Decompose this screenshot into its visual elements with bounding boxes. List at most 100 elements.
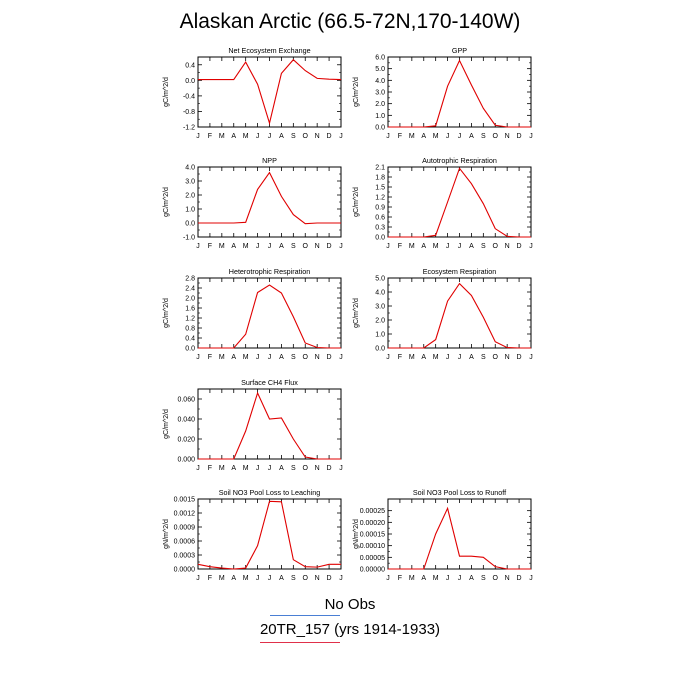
x-tick-label: N <box>505 575 510 582</box>
x-tick-label: J <box>529 243 533 250</box>
x-tick-label: A <box>469 133 474 140</box>
x-tick-label: J <box>256 133 260 140</box>
series-line-1 <box>388 59 531 128</box>
x-tick-label: J <box>386 243 390 250</box>
y-tick-label: 0.020 <box>177 437 195 444</box>
x-tick-label: A <box>469 243 474 250</box>
x-tick-label: S <box>481 133 486 140</box>
y-tick-label: 0.4 <box>185 336 195 343</box>
x-tick-label: M <box>433 354 439 361</box>
x-tick-label: A <box>231 575 236 582</box>
y-tick-label: 1.5 <box>375 185 385 192</box>
y-tick-label: -1.0 <box>183 235 195 242</box>
x-tick-label: F <box>398 354 402 361</box>
y-axis-label: gC/m^2/d <box>163 77 170 107</box>
y-tick-label: 0.0 <box>185 78 195 85</box>
x-tick-label: J <box>196 575 200 582</box>
y-tick-label: 0.4 <box>185 62 195 69</box>
x-tick-label: A <box>231 133 236 140</box>
x-tick-label: J <box>339 243 343 250</box>
x-tick-label: O <box>303 133 309 140</box>
chart-title: GPP <box>452 46 467 55</box>
y-tick-label: 2.0 <box>185 296 195 303</box>
x-tick-label: J <box>386 133 390 140</box>
x-tick-label: A <box>231 465 236 472</box>
chart-title: Soil NO3 Pool Loss to Leaching <box>219 488 321 497</box>
x-tick-label: D <box>327 133 332 140</box>
x-tick-label: M <box>409 133 415 140</box>
plot-frame <box>387 56 532 128</box>
y-tick-label: 0.00020 <box>360 520 385 527</box>
x-tick-label: D <box>517 354 522 361</box>
x-tick-label: D <box>517 575 522 582</box>
y-tick-label: 0.6 <box>375 215 385 222</box>
y-tick-label: 0.9 <box>375 205 385 212</box>
x-tick-label: J <box>529 133 533 140</box>
x-tick-label: M <box>409 243 415 250</box>
x-tick-label: J <box>268 354 272 361</box>
x-tick-label: A <box>231 243 236 250</box>
x-tick-label: D <box>327 575 332 582</box>
x-tick-label: A <box>469 354 474 361</box>
y-tick-label: 4.0 <box>375 290 385 297</box>
x-tick-label: J <box>256 575 260 582</box>
x-tick-label: D <box>327 465 332 472</box>
y-axis-label: gN/m^2/d <box>163 519 170 549</box>
y-axis-label: gN/m^2/d <box>353 519 360 549</box>
x-tick-label: N <box>505 354 510 361</box>
x-tick-label: N <box>315 133 320 140</box>
x-tick-label: J <box>268 133 272 140</box>
chart-title: Heterotrophic Respiration <box>229 267 311 276</box>
y-tick-label: 0.00005 <box>360 555 385 562</box>
x-tick-label: O <box>493 243 499 250</box>
legend-obs-line <box>270 615 340 616</box>
x-tick-label: M <box>219 133 225 140</box>
y-tick-label: 0.000 <box>177 457 195 464</box>
y-tick-label: 0.0 <box>375 125 385 132</box>
y-tick-label: 5.0 <box>375 276 385 283</box>
x-tick-label: J <box>529 575 533 582</box>
y-tick-label: 0.0003 <box>174 553 196 560</box>
plot-frame <box>387 166 532 238</box>
chart-title: Net Ecosystem Exchange <box>228 46 310 55</box>
series-line-1 <box>198 171 341 225</box>
x-tick-label: S <box>481 354 486 361</box>
x-tick-label: M <box>243 133 249 140</box>
plot-frame <box>387 498 532 570</box>
y-tick-label: 1.0 <box>185 207 195 214</box>
x-tick-label: D <box>517 243 522 250</box>
x-tick-label: D <box>517 133 522 140</box>
y-tick-label: 0.0 <box>375 235 385 242</box>
x-tick-label: M <box>219 465 225 472</box>
chart-panel-8: Soil NO3 Pool Loss to Leaching gN/m^2/d J F… <box>163 488 343 582</box>
x-tick-label: A <box>421 133 426 140</box>
chart-title: Soil NO3 Pool Loss to Runoff <box>413 488 506 497</box>
x-tick-label: F <box>398 133 402 140</box>
legend-obs-label: No Obs <box>324 596 376 613</box>
series-line-1 <box>198 391 341 460</box>
x-tick-label: F <box>398 243 402 250</box>
x-tick-label: A <box>421 575 426 582</box>
y-tick-label: 1.2 <box>185 316 195 323</box>
x-tick-label: J <box>256 354 260 361</box>
x-tick-label: O <box>493 354 499 361</box>
y-tick-label: 0.0012 <box>174 511 196 518</box>
x-tick-label: M <box>243 354 249 361</box>
x-tick-label: M <box>219 243 225 250</box>
x-tick-label: M <box>409 575 415 582</box>
legend-model-line <box>260 642 340 643</box>
x-tick-label: J <box>256 465 260 472</box>
page-title: Alaskan Arctic (66.5-72N,170-140W) <box>179 10 521 33</box>
x-tick-label: O <box>303 243 309 250</box>
y-tick-label: 1.0 <box>375 332 385 339</box>
y-tick-label: 0.0009 <box>174 525 196 532</box>
series-line-1 <box>198 58 342 126</box>
y-axis-label: gC/m^2/d <box>163 409 170 439</box>
y-tick-label: -0.8 <box>183 109 195 116</box>
x-tick-label: J <box>339 354 343 361</box>
x-tick-label: F <box>208 575 212 582</box>
